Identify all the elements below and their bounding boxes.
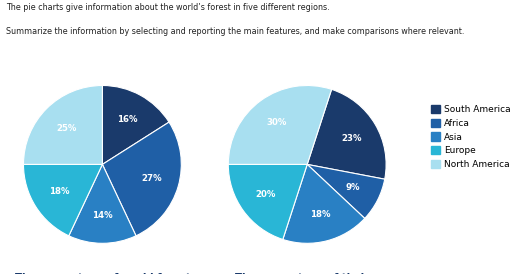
Text: 18%: 18% [49, 187, 69, 196]
Wedge shape [102, 85, 169, 164]
Text: The percentage of timber
in each region: The percentage of timber in each region [235, 273, 379, 274]
Wedge shape [283, 164, 365, 243]
Text: 20%: 20% [255, 190, 276, 199]
Text: 16%: 16% [117, 115, 137, 124]
Wedge shape [24, 164, 102, 236]
Wedge shape [228, 85, 332, 164]
Text: The pie charts give information about the world’s forest in five different regio: The pie charts give information about th… [6, 3, 330, 12]
Text: 18%: 18% [310, 210, 330, 219]
Wedge shape [69, 164, 136, 243]
Text: 14%: 14% [92, 211, 113, 220]
Text: 25%: 25% [56, 124, 76, 133]
Legend: South America, Africa, Asia, Europe, North America: South America, Africa, Asia, Europe, Nor… [429, 103, 512, 171]
Text: Summarize the information by selecting and reporting the main features, and make: Summarize the information by selecting a… [6, 27, 464, 36]
Text: 9%: 9% [346, 183, 360, 192]
Wedge shape [24, 85, 102, 164]
Wedge shape [102, 122, 181, 236]
Text: 30%: 30% [267, 118, 287, 127]
Text: 27%: 27% [141, 174, 162, 183]
Wedge shape [307, 89, 386, 179]
Wedge shape [307, 164, 385, 218]
Wedge shape [228, 164, 307, 239]
Text: The percentage of world forest
in 5 different regions: The percentage of world forest in 5 diff… [14, 273, 190, 274]
Text: 23%: 23% [341, 134, 361, 143]
